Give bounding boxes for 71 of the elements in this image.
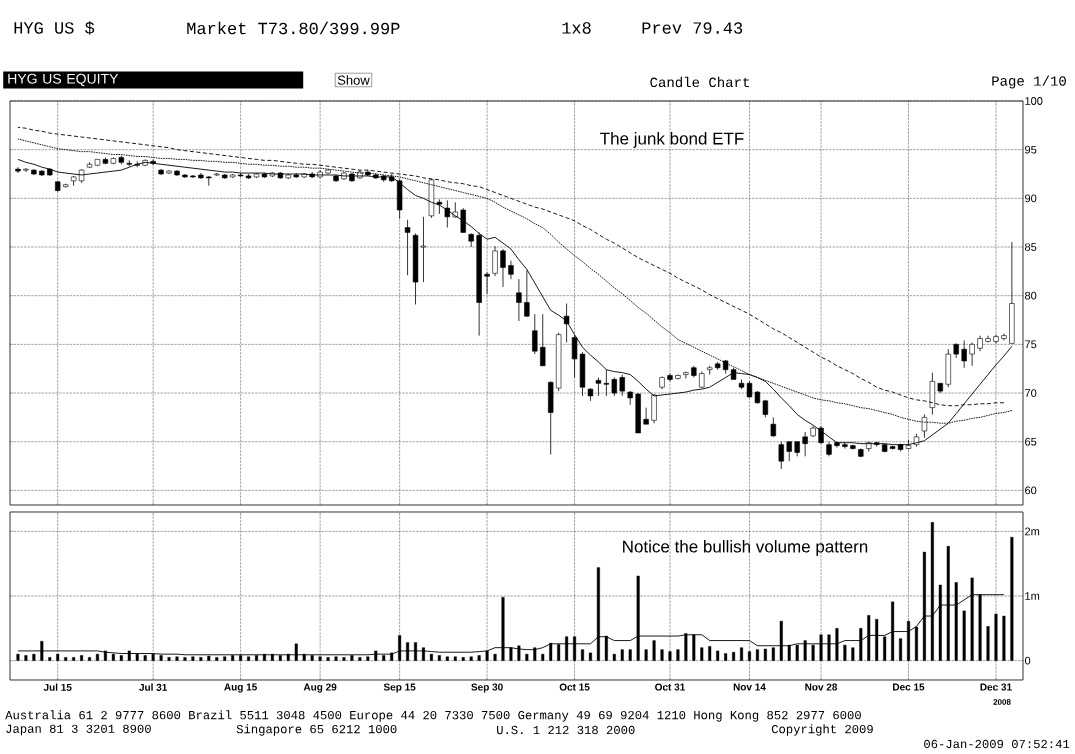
candlestick <box>508 260 514 280</box>
bar <box>541 653 545 661</box>
y-tick-label: 75 <box>1025 340 1037 349</box>
y-tick-label: 1m <box>1025 592 1040 600</box>
candlestick <box>460 207 466 233</box>
x-tick-label: Dec 31 <box>980 683 1012 691</box>
candlestick <box>524 269 530 318</box>
text: U.S. 1 212 318 2000 <box>497 725 635 735</box>
text: HYG US EQUITY <box>8 73 119 87</box>
candlestick <box>500 248 506 288</box>
text: 1x8 <box>562 22 591 34</box>
candlestick <box>444 199 451 228</box>
y-tick-label: 0 <box>1024 656 1031 665</box>
candlestick <box>404 219 411 276</box>
bar <box>668 651 672 661</box>
chart-title: Candle Chart <box>650 76 749 88</box>
candlestick <box>643 407 649 425</box>
x-tick-label: Sep 30 <box>471 683 503 693</box>
candlestick <box>786 441 792 462</box>
x-tick-label: Nov 14 <box>733 683 766 691</box>
annotation: The junk bond ETF <box>600 132 744 148</box>
candlestick <box>484 271 490 295</box>
candlestick <box>969 342 975 367</box>
y-tick-label: 100 <box>1025 97 1043 105</box>
bar <box>700 647 704 661</box>
candlestick <box>563 303 570 343</box>
y-tick-label: 60 <box>1025 486 1037 495</box>
x-tick-label: Aug 15 <box>224 683 257 693</box>
text: HYG US $ <box>14 21 95 35</box>
candlestick <box>492 245 498 277</box>
text: Market T73.80/399.99P <box>187 21 400 35</box>
candlestick <box>595 377 602 397</box>
x-tick-label: Nov 28 <box>805 683 838 691</box>
candlestick <box>683 371 689 379</box>
text: 06-Jan-2009 07:52:41 <box>924 739 1070 749</box>
candlestick <box>619 374 625 397</box>
y-tick-label: 70 <box>1025 389 1037 397</box>
candlestick <box>961 340 967 369</box>
y-tick-label: 85 <box>1025 243 1037 251</box>
candlestick <box>802 431 808 457</box>
x-tick-label: Dec 15 <box>893 683 925 691</box>
annotation: Notice the bullish volume pattern <box>623 540 868 556</box>
y-tick-label: 65 <box>1025 437 1037 446</box>
candlestick <box>611 377 617 397</box>
candlestick <box>516 278 522 322</box>
text: Copyright 2009 <box>771 724 873 736</box>
y-tick-label: 80 <box>1025 291 1037 300</box>
text: 2008 <box>993 699 1011 705</box>
y-tick-label: 2m <box>1025 527 1040 536</box>
bar <box>64 657 68 661</box>
x-tick-label: Oct 15 <box>559 683 590 691</box>
candlestick <box>778 441 784 470</box>
text: Page 1/10 <box>992 75 1066 89</box>
text: Japan 81 3 3201 8900 <box>6 724 151 736</box>
x-tick-label: Jul 31 <box>139 683 168 691</box>
text: Show <box>337 75 370 85</box>
text: Singapore 65 6212 1000 <box>236 724 397 736</box>
y-tick-label: 90 <box>1025 194 1037 203</box>
text: Prev 79.43 <box>642 22 743 34</box>
bar <box>986 626 990 661</box>
x-tick-label: Sep 15 <box>383 683 416 693</box>
y-tick-label: 95 <box>1025 145 1037 154</box>
x-tick-label: Aug 29 <box>303 683 337 693</box>
candlestick <box>436 198 443 215</box>
x-tick-label: Jul 15 <box>43 683 72 691</box>
candlestick <box>770 416 777 438</box>
candlestick <box>540 313 546 367</box>
candlestick <box>603 369 610 397</box>
text: Australia 61 2 9777 8600 Brazil 5511 3048 4500 Europe 44 20 7330 7500 Germany 49 69 9204 1210 Hong Kong 852 2977 6000 <box>5 710 861 722</box>
x-tick-label: Oct 31 <box>655 683 685 691</box>
candlestick <box>532 313 538 355</box>
